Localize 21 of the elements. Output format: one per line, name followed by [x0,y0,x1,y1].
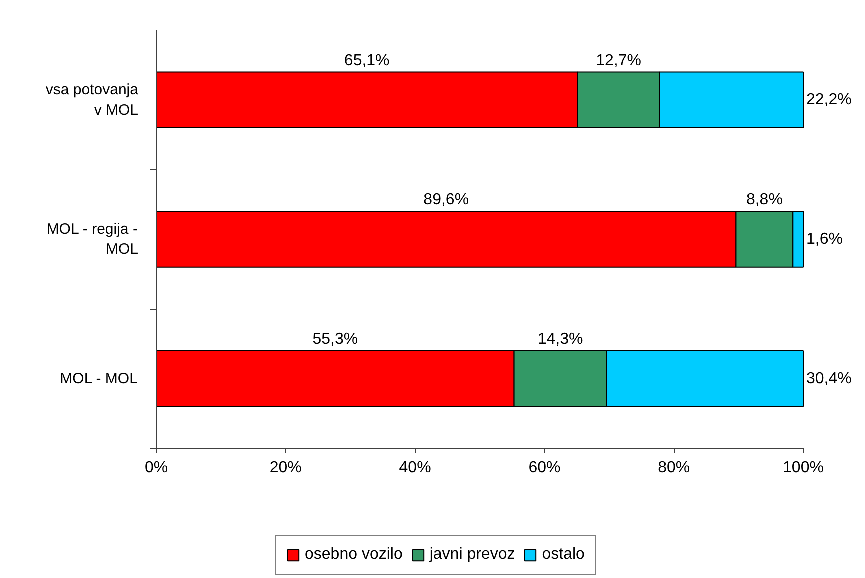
data-label: 30,4% [806,370,852,388]
data-label: 12,7% [596,52,642,70]
legend-label: javni prevoz [430,546,516,564]
x-tick-label: 0% [144,460,168,476]
data-label: 8,8% [746,192,783,209]
x-tick-label: 60% [528,460,561,476]
x-tick-label: 20% [270,460,302,476]
y-tick-label: vsa potovanja v MOL [46,81,140,119]
data-label: 89,6% [424,192,470,209]
y-tick-label: MOL - MOL [60,370,138,388]
y-tick-label: MOL - regija - MOL [46,220,139,258]
data-label: 22,2% [806,92,852,109]
data-label: 14,3% [538,330,584,348]
x-tick-label: 40% [399,460,432,476]
legend-label: osebno vozilo [305,546,403,564]
legend-label: ostalo [542,546,585,564]
data-label: 1,6% [806,231,843,248]
data-label: 65,1% [344,52,390,70]
data-label: 55,3% [312,330,358,348]
x-tick-label: 100% [783,460,824,476]
x-tick-label: 80% [658,460,690,476]
